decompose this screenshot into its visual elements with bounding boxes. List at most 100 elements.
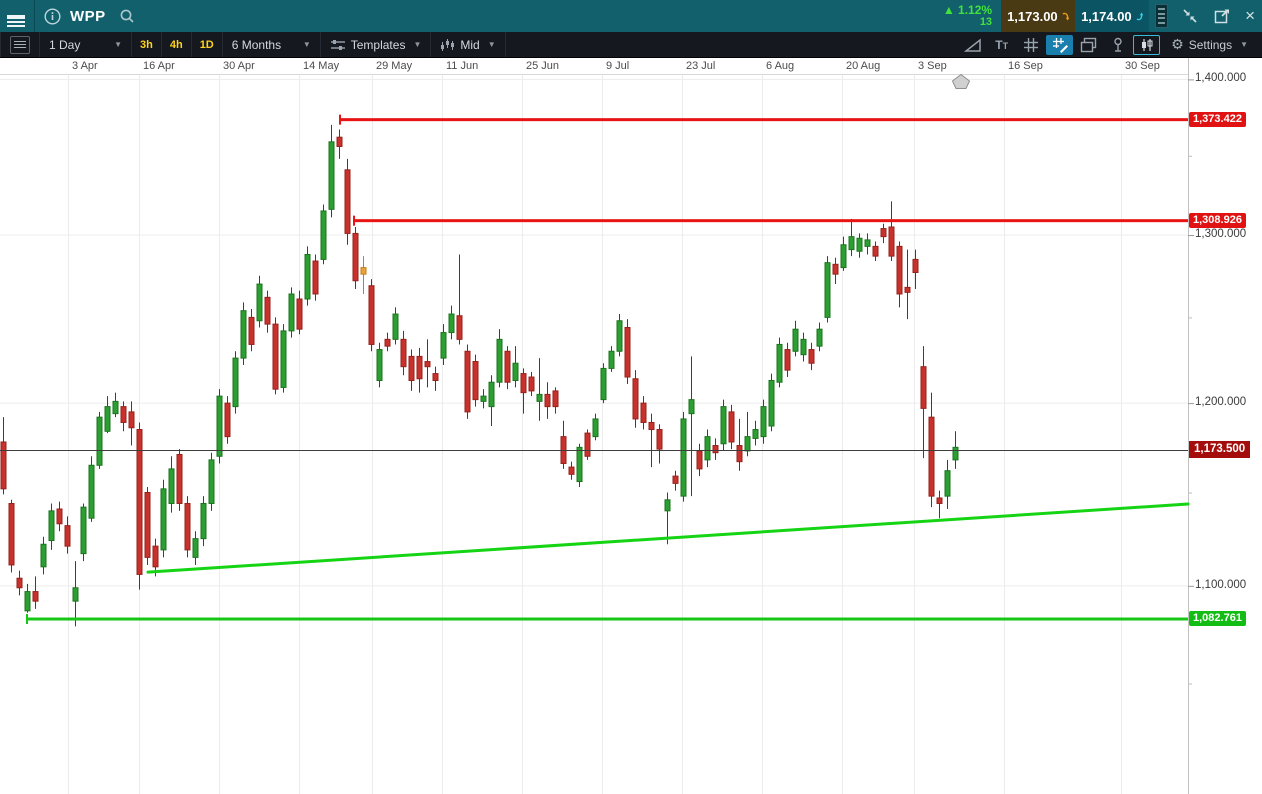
depth-ladder-icon[interactable] (1155, 4, 1169, 28)
candlestick-chart[interactable] (0, 58, 1262, 794)
candle-body (704, 436, 711, 461)
chart-list-button[interactable] (0, 32, 40, 57)
candle-body (296, 298, 303, 330)
end-marker[interactable] (951, 73, 971, 89)
candle-body (40, 543, 47, 568)
x-axis-label: 25 Jun (526, 60, 560, 72)
grid-edit-button[interactable] (1046, 34, 1074, 55)
candle-body (624, 326, 631, 378)
level-anchor-tick (339, 114, 341, 125)
candle-body (112, 400, 119, 415)
snap-tool-button[interactable] (1104, 37, 1131, 53)
level-anchor-tick (26, 614, 28, 625)
y-axis-label: 1,300.000 (1195, 228, 1247, 241)
candle-body (8, 502, 15, 566)
price-mode-dropdown[interactable]: Mid ▼ (431, 32, 506, 57)
candle-body (192, 538, 199, 558)
chart-area[interactable]: 3 Apr 16 Apr 30 Apr 14 May 29 May 11 Jun 25 Ju… (0, 58, 1262, 794)
price-down-arrow-icon (1062, 12, 1070, 20)
windows-layout-button[interactable] (1075, 37, 1102, 53)
candle-body (280, 330, 287, 388)
candle-body (832, 263, 839, 275)
candle-body (392, 313, 399, 340)
timeframe-1d-button[interactable]: 1D (192, 32, 223, 57)
candle-body (128, 411, 135, 429)
candle-body (592, 418, 599, 438)
price-level-line[interactable] (340, 118, 1188, 122)
menu-button[interactable] (0, 0, 32, 32)
current-price-label[interactable]: 1,173.500 (1189, 441, 1251, 458)
candle-body (736, 445, 743, 463)
candle-body (640, 402, 647, 423)
popout-window-button[interactable] (1206, 0, 1238, 32)
chevron-down-icon: ▼ (114, 40, 122, 49)
range-dropdown[interactable]: 6 Months ▼ (223, 32, 321, 57)
candle-body (576, 446, 583, 483)
candle-body (56, 508, 63, 525)
candle-body (816, 328, 823, 347)
y-axis-label: 1,400.000 (1195, 72, 1247, 85)
settings-dropdown[interactable]: ⚙ Settings ▼ (1161, 36, 1258, 53)
period-label: 1 Day (49, 37, 81, 52)
chevron-down-icon: ▼ (487, 40, 496, 49)
price-level-line[interactable] (354, 219, 1188, 223)
close-icon: × (1245, 6, 1255, 25)
sell-price-button[interactable]: 1,173.00 (1001, 0, 1076, 32)
candle-body (32, 591, 39, 602)
text-tool-button[interactable]: TT (988, 38, 1015, 52)
price-level-line[interactable] (27, 617, 1188, 621)
candle-body (928, 416, 935, 497)
candle-body (488, 381, 495, 408)
candle-body (24, 591, 31, 612)
candle-body (712, 445, 719, 454)
pin-icon (1113, 37, 1122, 52)
chart-toolbar: 1 Day ▼ 3h 4h 1D 6 Months ▼ Templates ▼ … (0, 32, 1262, 58)
candle-body (176, 453, 183, 504)
trendline[interactable] (146, 502, 1190, 574)
candlestick-style-button[interactable] (1133, 34, 1161, 55)
info-button[interactable] (37, 0, 68, 32)
candle-body (544, 393, 551, 408)
candle-body (520, 373, 527, 394)
candle-body (80, 506, 87, 555)
collapse-window-button[interactable] (1174, 0, 1206, 32)
templates-dropdown[interactable]: Templates ▼ (321, 32, 432, 57)
candle-body (424, 361, 431, 368)
grid-button[interactable] (1017, 37, 1044, 53)
candle-body (920, 366, 927, 409)
candle-body (776, 343, 783, 383)
candle-body (288, 293, 295, 332)
grid-pencil-icon (1052, 37, 1068, 53)
level-price-label[interactable]: 1,373.422 (1189, 111, 1246, 127)
x-axis-label: 9 Jul (606, 60, 630, 72)
timeframe-4h-button[interactable]: 4h (162, 32, 192, 57)
candle-body (912, 258, 919, 274)
candle-body (896, 245, 903, 295)
x-axis-label: 6 Aug (766, 60, 795, 72)
list-icon (10, 35, 30, 54)
candle-body (456, 315, 463, 340)
x-axis-label: 23 Jul (686, 60, 716, 72)
level-price-label[interactable]: 1,308.926 (1189, 212, 1246, 228)
x-axis-label: 20 Aug (846, 60, 881, 72)
candle-body (848, 236, 855, 251)
buy-price-button[interactable]: 1,174.00 (1075, 0, 1150, 32)
candle-body (680, 418, 687, 497)
candle-body (584, 432, 591, 457)
close-window-button[interactable]: × (1238, 0, 1262, 32)
candle-body (216, 395, 223, 457)
candle-body (720, 406, 727, 445)
timeframe-3h-button[interactable]: 3h (132, 32, 162, 57)
candle-body (688, 399, 695, 415)
candle-body (368, 285, 375, 345)
level-price-label[interactable]: 1,082.761 (1189, 611, 1246, 626)
trend-draw-tool-button[interactable] (959, 37, 986, 53)
candle-body (144, 491, 151, 558)
candle-body (328, 141, 335, 210)
candle-body (632, 378, 639, 420)
search-button[interactable] (112, 0, 142, 32)
candle-body (744, 436, 751, 452)
candle-body (152, 545, 159, 568)
period-dropdown[interactable]: 1 Day ▼ (40, 32, 132, 57)
